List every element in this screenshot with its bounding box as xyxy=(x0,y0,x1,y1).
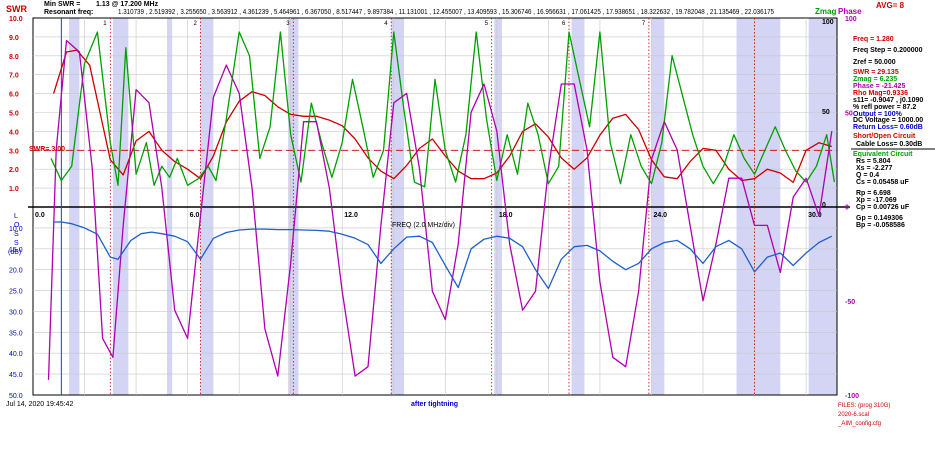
bp-readout: Bp = -0.058586 xyxy=(856,222,905,229)
swr-tick-5: 5.0 xyxy=(9,111,19,118)
loss-title-db: (dB) xyxy=(8,249,21,256)
freq-step-readout: Freq Step = 0.200000 xyxy=(853,47,923,54)
marker-lines: 1 2 3 4 5 6 7 xyxy=(103,18,755,395)
loss-tick-7: 45.0 xyxy=(9,372,23,379)
swr-tick-8: 2.0 xyxy=(9,167,19,174)
marker-number-3: 3 xyxy=(286,21,290,27)
loss-title-o: O xyxy=(14,222,20,229)
swr-readout: SWR = 29.135 xyxy=(853,69,899,76)
swr-reference-label: SWR= 3.00 xyxy=(29,146,65,153)
freq-readout: Freq = 1.280 xyxy=(853,36,894,43)
phase-readout: Phase = -21.425 xyxy=(853,83,905,90)
x-axis-label: FREQ (2.0 MHz/div) xyxy=(392,222,455,229)
x-tick-4: 24.0 xyxy=(653,212,667,219)
min-swr-label: Min SWR = xyxy=(44,1,80,8)
swr-tick-6: 4.0 xyxy=(9,129,19,136)
equivalent-circuit-title: Equivalent Circuit xyxy=(853,151,913,158)
phase-tick-2: 0 xyxy=(845,205,849,212)
output-readout: Output = 100% xyxy=(853,111,903,118)
avg-label: AVG= 8 xyxy=(876,1,905,10)
short-open-label: Short/Open Circuit xyxy=(853,133,916,140)
cs-readout: Cs = 0.05458 uF xyxy=(856,179,909,186)
swr-tick-9: 1.0 xyxy=(9,186,19,193)
loss-tick-0: 10.0 xyxy=(9,226,23,233)
loss-tick-3: 25.0 xyxy=(9,289,23,296)
data-series xyxy=(47,31,836,380)
x-tick-0: 0.0 xyxy=(35,212,45,219)
zref-readout: Zref = 50.000 xyxy=(853,59,896,66)
swr-tick-7: 3.0 xyxy=(9,148,19,155)
files-label: FILES: (prog 310G) xyxy=(838,403,890,409)
file1: 2020-6.scal xyxy=(838,412,869,418)
phase-tick-3: -50 xyxy=(845,299,855,306)
xp-readout: Xp = -17.069 xyxy=(856,197,897,204)
note-text: after tightning xyxy=(411,401,458,408)
zmag-readout: Zmag = 6.235 xyxy=(853,76,897,83)
zmag-series-line xyxy=(50,31,836,188)
marker-number-6: 6 xyxy=(562,21,566,27)
zmag-tick-2: 0 xyxy=(822,202,826,209)
loss-title-l: L xyxy=(14,213,18,220)
marker-number-1: 1 xyxy=(103,21,107,27)
gp-readout: Gp = 0.149306 xyxy=(856,215,903,222)
q-readout: Q = 0.4 xyxy=(856,172,879,179)
min-swr-value: 1.13 @ 17.200 MHz xyxy=(96,1,159,8)
file2: _AIM_config.cfg xyxy=(837,421,881,427)
loss-tick-1: 15.0 xyxy=(9,247,23,254)
loss-tick-2: 20.0 xyxy=(9,268,23,275)
cp-readout: Cp = 0.00726 uF xyxy=(856,204,910,211)
loss-title-s1: S xyxy=(14,231,19,238)
resonant-values: 1.310739 , 2.519392 , 3.255650 , 3.56391… xyxy=(118,9,774,16)
marker-number-2: 2 xyxy=(194,21,198,27)
swr-tick-4: 6.0 xyxy=(9,92,19,99)
phase-tick-1: 50 xyxy=(845,110,853,117)
phase-tick-4: -100 xyxy=(845,393,859,400)
swr-tick-3: 7.0 xyxy=(9,73,19,80)
timestamp: Jul 14, 2020 19:45:42 xyxy=(6,401,73,408)
refl-power-readout: % refl power = 87.2 xyxy=(853,104,916,111)
loss-tick-6: 40.0 xyxy=(9,351,23,358)
rho-mag-readout: Rho Mag=0.9336 xyxy=(853,90,908,97)
loss-series-line xyxy=(53,221,833,290)
loss-tick-8: 50.0 xyxy=(9,393,23,400)
loss-tick-4: 30.0 xyxy=(9,309,23,316)
xs-readout: Xs = -2.277 xyxy=(856,165,892,172)
zmag-tick-1: 50 xyxy=(822,109,830,116)
cable-loss-readout: Cable Loss= 0.30dB xyxy=(856,141,922,148)
zmag-tick-0: 100 xyxy=(822,19,834,26)
swr-series-line xyxy=(52,49,832,184)
rs-readout: Rs = 5.804 xyxy=(856,158,891,165)
x-tick-2: 12.0 xyxy=(344,212,358,219)
marker-number-4: 4 xyxy=(384,21,388,27)
axis-ticks: 10.09.08.07.06.05.04.03.02.01.010.015.02… xyxy=(9,16,859,400)
loss-tick-5: 35.0 xyxy=(9,330,23,337)
s11-readout: s11= -0.9047 , j0.1090 xyxy=(853,97,923,104)
return-loss-readout: Return Loss= 0.60dB xyxy=(853,124,923,131)
x-tick-5: 30.0 xyxy=(808,212,822,219)
marker-number-7: 7 xyxy=(642,21,646,27)
rp-readout: Rp = 6.698 xyxy=(856,190,891,197)
phase-tick-0: 100 xyxy=(845,16,857,23)
loss-title-s2: S xyxy=(14,240,19,247)
resonant-label: Resonant freq: xyxy=(44,9,93,16)
measurement-panel: Freq = 1.280 Freq Step = 0.200000 Zref =… xyxy=(851,36,935,229)
swr-axis-title: SWR xyxy=(6,4,27,14)
phase-axis-title: Phase xyxy=(838,7,862,16)
phase-series-line xyxy=(47,39,833,380)
dc-voltage-readout: DC Voltage = 1000.00 xyxy=(853,117,923,124)
x-tick-1: 6.0 xyxy=(190,212,200,219)
x-tick-3: 18.0 xyxy=(499,212,513,219)
swr-tick-2: 8.0 xyxy=(9,54,19,61)
plot-grid xyxy=(28,17,850,396)
marker-number-5: 5 xyxy=(485,21,489,27)
swr-tick-0: 10.0 xyxy=(9,16,23,23)
swr-tick-1: 9.0 xyxy=(9,35,19,42)
zmag-axis-title: Zmag xyxy=(815,7,836,16)
